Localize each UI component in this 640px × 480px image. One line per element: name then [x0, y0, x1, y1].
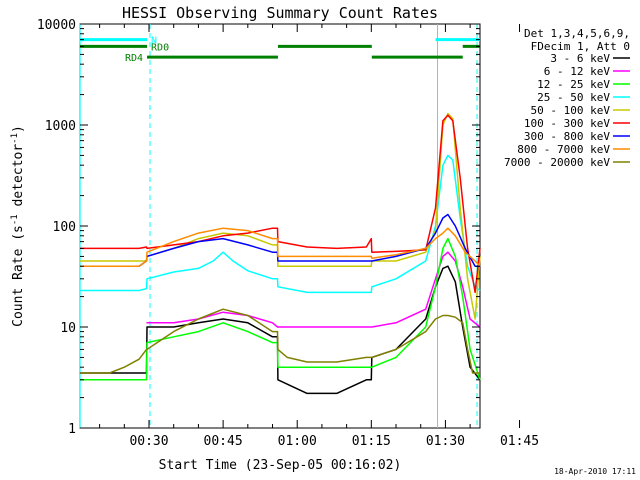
y-axis-label-part: )	[11, 125, 26, 133]
legend-label: 3 - 6 keV	[550, 52, 610, 65]
x-tick-label: 00:30	[129, 434, 168, 449]
y-tick-label: 10	[60, 321, 76, 336]
legend-label: 6 - 12 keV	[544, 65, 611, 78]
y-tick-label: 100	[53, 220, 76, 235]
series-line	[146, 251, 481, 328]
legend-label: 800 - 7000 keV	[517, 143, 610, 156]
data-series	[79, 112, 481, 395]
y-axis-label-superscript: -1	[10, 214, 20, 225]
y-axis-label-part: detector	[11, 144, 26, 215]
y-tick-label: 10000	[37, 18, 76, 33]
chart-title: HESSI Observing Summary Count Rates	[122, 4, 438, 22]
x-axis-label: Start Time (23-Sep-05 00:16:02)	[159, 458, 402, 473]
series-line	[79, 114, 481, 294]
series-line	[79, 237, 481, 381]
y-axis-label: Count Rate (s-1 detector-1)	[10, 125, 26, 327]
y-axis-label-superscript: -1	[10, 133, 20, 144]
footer-timestamp: 18-Apr-2010 17:11	[554, 467, 636, 476]
legend-label: 7000 - 20000 keV	[504, 156, 610, 169]
y-tick-label: 1000	[45, 119, 76, 134]
legend-label: 25 - 50 keV	[537, 91, 610, 104]
y-tick-label: 1	[68, 422, 76, 437]
x-tick-label: 01:15	[352, 434, 391, 449]
legend-label: 100 - 300 keV	[524, 117, 610, 130]
state-bar-label: RD4	[125, 53, 143, 64]
series-line	[79, 154, 481, 294]
series-line	[79, 213, 480, 267]
series-line	[79, 227, 481, 267]
state-bar-label: RD0	[151, 42, 169, 53]
legend-label: 12 - 25 keV	[537, 78, 610, 91]
state-bar-label: N	[151, 36, 157, 47]
x-tick-label: 00:45	[204, 434, 243, 449]
legend-label: 50 - 100 keV	[531, 104, 611, 117]
y-axis: 1 10 100 1000 10000	[37, 18, 480, 437]
x-tick-label: 01:00	[278, 434, 317, 449]
series-line	[79, 308, 480, 374]
legend-label: 300 - 800 keV	[524, 130, 610, 143]
legend-header-line: Det 1,3,4,5,6,9,	[524, 27, 630, 40]
y-axis-label-part: Count Rate (s	[11, 225, 26, 327]
legend-header-line: FDecim 1, Att 0	[531, 40, 630, 53]
legend: Det 1,3,4,5,6,9, FDecim 1, Att 0 3 - 6 k…	[504, 27, 630, 169]
x-axis: 00:30 00:45 01:00 01:15 01:30 01:45	[99, 24, 539, 449]
x-tick-label: 01:45	[500, 434, 539, 449]
series-line	[79, 265, 481, 395]
x-tick-label: 01:30	[426, 434, 465, 449]
